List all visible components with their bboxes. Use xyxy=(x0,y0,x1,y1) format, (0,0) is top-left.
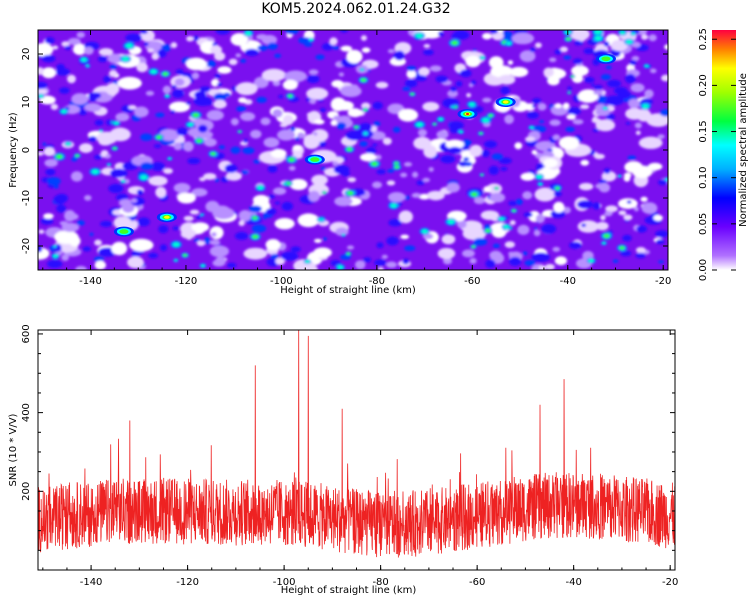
x-tick-label: -40 xyxy=(565,577,581,588)
x-tick-label: -80 xyxy=(372,577,388,588)
chart-title: KOM5.2024.062.01.24.G32 xyxy=(261,1,451,17)
colorbar-tick-label: 0.15 xyxy=(698,120,709,142)
x-tick-label: -80 xyxy=(369,276,385,287)
heatmap-hotspot xyxy=(156,212,177,223)
heatmap-field xyxy=(38,30,668,270)
heatmap-hotspot xyxy=(495,97,516,107)
heatmap-hotspot xyxy=(595,53,616,64)
colorbar-label: Normalized spectral amplitude xyxy=(738,73,749,227)
colorbar-tick-label: 0.25 xyxy=(698,28,709,50)
x-tick-label: -120 xyxy=(176,577,199,588)
y-tick-label: 600 xyxy=(21,324,32,343)
heatmap-hotspot xyxy=(113,226,134,237)
x-tick-label: -20 xyxy=(662,577,678,588)
colorbar-tick-label: 0.20 xyxy=(698,74,709,96)
heatmap-hotspot xyxy=(304,154,325,165)
x-tick-label: -40 xyxy=(560,276,576,287)
x-tick-label: -60 xyxy=(469,577,485,588)
spectrogram-panel: -140 -120 -100 -80 -60 -40 -20-20-1001020Heigh… xyxy=(8,29,671,296)
heatmap-hotspot xyxy=(457,109,478,119)
snr-series-line xyxy=(38,330,675,558)
colorbar-tick-label: 0.00 xyxy=(698,259,709,281)
y-tick-label: 10 xyxy=(21,96,32,109)
x-tick-label: -120 xyxy=(175,276,198,287)
colorbar-tick-label: 0.10 xyxy=(698,167,709,189)
x-tick-label: -140 xyxy=(80,577,103,588)
y-tick-label: -10 xyxy=(21,190,32,206)
snr-panel: -140 -120 -100 -80 -60 -40 -20 200 400 600 Height … xyxy=(8,324,678,596)
colorbar-gradient xyxy=(712,30,736,270)
y-tick-label: 20 xyxy=(21,48,32,61)
y-tick-label: 200 xyxy=(21,482,32,501)
x-tick-label: -100 xyxy=(270,276,293,287)
y-axis-label: Frequency (Hz) xyxy=(8,112,19,188)
x-tick-label: -140 xyxy=(79,276,102,287)
y-tick-label: -20 xyxy=(21,238,32,254)
x-tick-label: -100 xyxy=(273,577,296,588)
y-tick-label: 0 xyxy=(21,147,32,153)
y-axis-label: SNR (10 * V/V) xyxy=(8,413,19,486)
x-axis-label: Height of straight line (km) xyxy=(281,585,417,596)
x-axis-label: Height of straight line (km) xyxy=(280,285,416,296)
x-tick-label: -20 xyxy=(655,276,671,287)
colorbar: 0.00 0.05 0.10 0.15 0.20 0.25 Normalized spect… xyxy=(698,28,749,281)
x-tick-label: -60 xyxy=(464,276,480,287)
colorbar-tick-label: 0.05 xyxy=(698,213,709,235)
y-tick-label: 400 xyxy=(21,403,32,422)
